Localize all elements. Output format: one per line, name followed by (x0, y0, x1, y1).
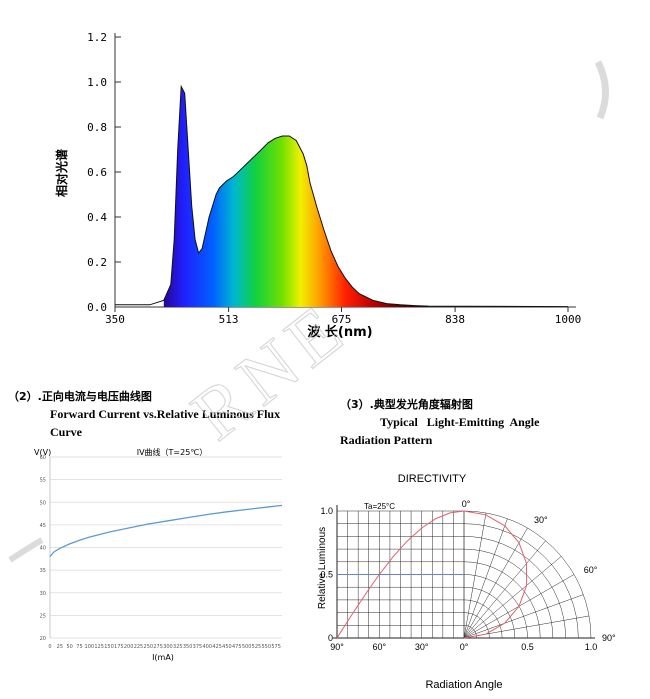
spectrum-y-tick-label: 1.0 (87, 76, 107, 89)
section2-heading: （2）.正向电流与电压曲线图 (8, 390, 152, 403)
iv-x-tick-label: 350 (183, 644, 193, 650)
iv-y-tick-label: 25 (40, 613, 46, 619)
directivity-polar-arc (463, 523, 579, 639)
iv-y-tick-label: 55 (40, 478, 46, 484)
iv-y-tick-label: 35 (40, 568, 46, 574)
iv-x-tick-label: 125 (94, 644, 104, 650)
directivity-polar-radial (463, 556, 562, 639)
spectrum-x-tick-label: 350 (105, 313, 125, 326)
iv-x-tick-label: 150 (104, 644, 114, 650)
directivity-angle-label: 60° (584, 565, 598, 575)
directivity-angle-label: 30° (534, 515, 548, 525)
iv-x-tick-label: 50 (66, 644, 72, 650)
directivity-polar-radial (463, 527, 528, 639)
directivity-x-tick-label: 0° (460, 642, 469, 652)
iv-x-tick-label: 100 (85, 644, 95, 650)
iv-y-tick-label: 60 (40, 455, 46, 461)
directivity-y-tick-label: 1.0 (320, 506, 333, 516)
iv-x-tick-label: 175 (114, 644, 124, 650)
directivity-x-tick-label: 0.5 (521, 642, 534, 652)
directivity-polar-arc (463, 586, 516, 639)
iv-x-tick-label: 0 (48, 644, 51, 650)
section2-subtitle-line2: Curve (50, 425, 82, 439)
iv-y-tick-label: 20 (40, 636, 46, 642)
directivity-x-tick-label: 1.0 (585, 642, 598, 652)
spectrum-y-tick-label: 0.6 (87, 166, 107, 179)
iv-x-tick-label: 425 (212, 644, 222, 650)
directivity-polar-radial (463, 594, 584, 639)
iv-x-tick-label: 75 (76, 644, 82, 650)
directivity-note: Ta=25°C (364, 502, 395, 511)
directivity-polar-radial (463, 540, 546, 639)
section3-subtitle-line2: Radiation Pattern (340, 433, 433, 447)
iv-x-tick-label: 200 (124, 644, 134, 650)
directivity-polar-arc (463, 612, 490, 639)
spectrum-x-tick-label: 675 (332, 313, 352, 326)
iv-x-tick-label: 550 (261, 644, 271, 650)
directivity-angle-label: 0° (462, 499, 471, 509)
iv-y-tick-label: 30 (40, 591, 46, 597)
spectrum-x-tick-label: 838 (445, 313, 465, 326)
directivity-y-label: Relative Luminous (317, 527, 328, 609)
spectrum-y-tick-label: 0.8 (87, 121, 107, 134)
iv-x-tick-label: 325 (173, 644, 183, 650)
iv-x-tick-label: 525 (252, 644, 262, 650)
directivity-x-tick-label: 90° (330, 642, 344, 652)
directivity-y-tick-label: 0 (328, 633, 333, 643)
iv-y-tick-label: 50 (40, 500, 46, 506)
iv-x-tick-label: 225 (134, 644, 144, 650)
iv-chart-title: IV曲线（T=25℃） (137, 447, 208, 457)
spectrum-y-tick-label: 0.0 (87, 301, 107, 314)
spectrum-y-tick-label: 1.2 (87, 31, 107, 44)
directivity-title: DIRECTIVITY (398, 473, 467, 485)
iv-x-tick-label: 500 (242, 644, 252, 650)
directivity-polar-arc (463, 536, 566, 639)
directivity-x-label: Radiation Angle (425, 679, 502, 691)
spectrum-y-label: 相对光谱 (54, 149, 69, 197)
spectrum-x-tick-label: 513 (219, 313, 239, 326)
spectrum-y-tick-label: 0.2 (87, 256, 107, 269)
iv-x-tick-label: 450 (222, 644, 232, 650)
directivity-y-tick-label: 0.5 (320, 570, 333, 580)
iv-y-label: V(V) (34, 448, 51, 457)
directivity-x-tick-label: 60° (373, 642, 387, 652)
section3-subtitle-line1: Typical Light-Emitting Angle (380, 415, 540, 429)
directivity-polar-radial (463, 518, 508, 639)
iv-x-tick-label: 275 (153, 644, 163, 650)
iv-series-line (49, 504, 283, 557)
directivity-polar-arc (463, 561, 541, 639)
iv-y-tick-label: 45 (40, 523, 46, 529)
spectrum-x-label: 波 长(nm) (307, 324, 372, 340)
iv-x-tick-label: 250 (144, 644, 154, 650)
directivity-polar-arc (463, 574, 528, 639)
directivity-angle-label: 90° (602, 633, 616, 643)
iv-x-tick-label: 575 (271, 644, 281, 650)
section3-heading: （3）.典型发光角度辐射图 (340, 398, 473, 411)
directivity-polar-arc (463, 625, 477, 639)
spectrum-x-tick-label: 1000 (555, 313, 582, 326)
iv-x-tick-label: 375 (193, 644, 203, 650)
spectrum-line (115, 84, 569, 308)
directivity-x-tick-label: 30° (415, 642, 429, 652)
iv-y-tick-label: 40 (40, 546, 46, 552)
iv-x-tick-label: 475 (232, 644, 242, 650)
iv-x-tick-label: 300 (163, 644, 173, 650)
iv-x-tick-label: 400 (203, 644, 213, 650)
directivity-polar-radial (463, 512, 487, 639)
directivity-polar-arc (463, 510, 592, 639)
iv-x-tick-label: 25 (57, 644, 63, 650)
spectrum-y-tick-label: 0.4 (87, 211, 107, 224)
spectrum-chart: 0.0 0.2 0.4 0.6 0.8 1.0 1.2 350 513 675 838 1000 相… (54, 31, 582, 340)
spectrum-area (163, 86, 429, 307)
iv-x-label: I(mA) (152, 653, 174, 662)
section2-subtitle-line1: Forward Current vs.Relative Luminous Flu… (50, 407, 281, 421)
